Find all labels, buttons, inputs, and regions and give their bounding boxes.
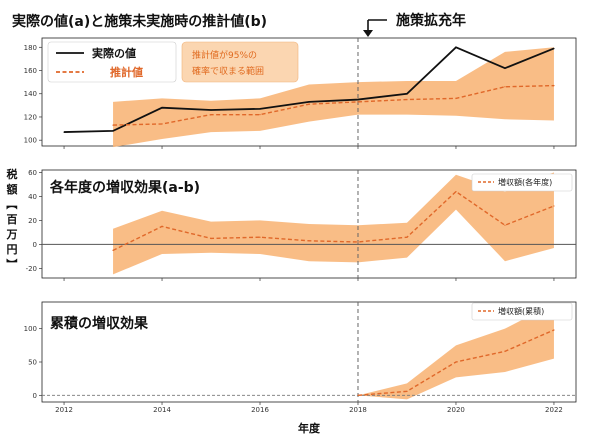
band-note-box	[181, 41, 299, 83]
actual-point	[308, 101, 310, 103]
estimate-point	[553, 85, 555, 87]
ytick-label: 0	[33, 241, 37, 249]
panel-2-frame	[41, 169, 577, 279]
estimate-point	[504, 86, 506, 88]
confidence-band	[357, 303, 554, 400]
estimate-point	[455, 97, 457, 99]
actual-point	[504, 67, 506, 69]
panel-1-legend-box	[47, 41, 177, 83]
estimate-line	[113, 84, 554, 126]
ytick-label: 160	[24, 67, 37, 75]
panel-2-legend-box	[471, 173, 573, 192]
panel-1-legend: 実際の値 推計値	[47, 41, 177, 83]
ytick-label: 0	[33, 392, 37, 400]
actual-point	[553, 47, 555, 50]
band-note-line1: 推計値が95%の	[192, 49, 257, 61]
confidence-band	[113, 172, 554, 275]
panel-2-title: 各年度の増収効果(a-b)	[49, 179, 200, 196]
y-axis-label-char: 円	[7, 243, 18, 256]
actual-point	[112, 130, 114, 132]
estimate-point	[259, 114, 261, 116]
actual-point	[357, 98, 359, 101]
ytick-label: 40	[28, 193, 37, 201]
y-axis-label-char: 【	[5, 199, 18, 210]
policy-year-label: 施策拡充年	[396, 12, 466, 29]
estimate-point	[161, 123, 163, 125]
panel-1-frame	[41, 37, 577, 147]
xtick-label: 2014	[153, 406, 171, 414]
xtick-label: 2012	[55, 406, 73, 414]
y-axis-label-char: 額	[6, 182, 18, 196]
actual-point	[210, 109, 212, 111]
estimate-point	[455, 191, 457, 193]
estimate-point	[161, 225, 163, 227]
lines-layer	[42, 38, 576, 402]
panel-3-frame	[41, 301, 577, 403]
y-axis-label-char: 万	[6, 228, 18, 241]
ytick-label: 50	[28, 359, 37, 367]
actual-point	[259, 108, 261, 110]
legend-cumulative-label: 増収額(累積)	[498, 306, 544, 316]
actual-point	[455, 46, 457, 48]
ytick-label: 60	[28, 169, 37, 177]
estimate-point	[357, 394, 359, 396]
confidence-band	[113, 47, 554, 148]
ytick-label: 180	[24, 44, 37, 52]
estimate-point	[504, 350, 506, 352]
estimate-point	[455, 361, 457, 363]
bands-layer	[113, 47, 554, 400]
y-axis-label-char: 百	[7, 213, 18, 226]
panel-1-title: 実際の値(a)と施策未実施時の推計値(b)	[12, 13, 267, 30]
legend-annual-label: 増収額(各年度)	[498, 177, 552, 187]
estimate-point	[112, 249, 114, 251]
actual-point	[406, 93, 408, 95]
ytick-label: -20	[26, 265, 37, 273]
xtick-label: 2018	[349, 406, 367, 414]
y-axis-label-char: 税	[7, 167, 18, 181]
ytick-label: 20	[28, 217, 37, 225]
actual-point	[161, 107, 163, 109]
panel-3-legend-box	[471, 302, 573, 321]
y-axis-label-char: 】	[5, 259, 18, 270]
estimate-point	[553, 329, 555, 331]
estimate-point	[406, 98, 408, 101]
estimate-point	[553, 205, 555, 207]
xtick-label: 2022	[545, 406, 563, 414]
xtick-label: 2016	[251, 406, 269, 414]
legend-estimate-label: 推計値	[110, 65, 143, 79]
estimate-point	[357, 241, 359, 243]
band-note: 推計値が95%の 確率で収まる範囲	[181, 41, 299, 83]
policy-arrow-head	[363, 30, 373, 37]
x-axis-label: 年度	[298, 421, 321, 435]
xtick-label: 2020	[447, 406, 465, 414]
estimate-point	[112, 124, 114, 126]
ytick-label: 100	[24, 137, 37, 145]
ytick-label: 120	[24, 113, 37, 121]
estimate-point	[406, 236, 408, 238]
ytick-label: 140	[24, 90, 37, 98]
estimate-point	[308, 103, 310, 105]
estimate-point	[357, 101, 359, 103]
estimate-line	[112, 190, 555, 252]
panel-3-title: 累積の増収効果	[50, 315, 149, 332]
band-note-line2: 確率で収まる範囲	[192, 65, 264, 77]
estimate-point	[259, 236, 261, 238]
estimate-point	[406, 390, 408, 392]
ticks-layer: 100 120 140 160 180 -20 0 20 40 60 0 50 100 2012 2014 2…	[24, 44, 563, 414]
estimate-point	[210, 114, 212, 116]
actual-point	[63, 131, 65, 133]
ytick-label: 100	[24, 325, 37, 333]
estimate-point	[210, 237, 212, 239]
legend-actual-label: 実際の値	[92, 46, 136, 60]
y-axis-label: 税額【百万円】	[5, 167, 18, 270]
estimate-point	[504, 224, 506, 226]
panel-2-legend: 増収額(各年度)	[471, 173, 573, 192]
panel-3-legend: 増収額(累積)	[471, 302, 573, 321]
estimate-point	[308, 240, 310, 242]
